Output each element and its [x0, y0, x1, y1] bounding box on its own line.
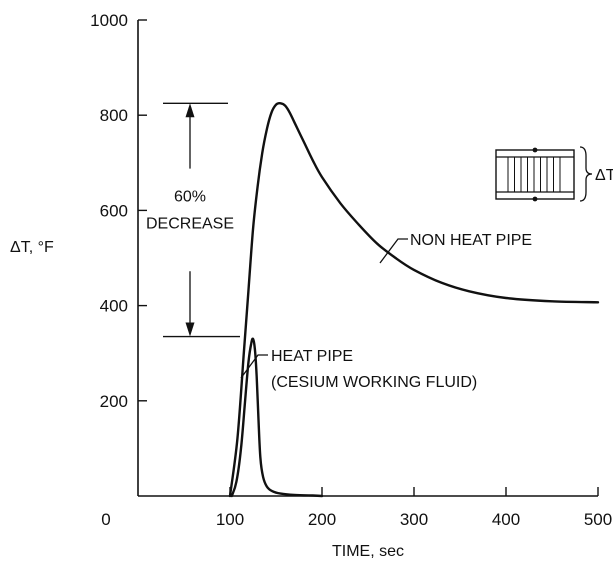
series-non-heat-pipe	[228, 102, 600, 498]
x-tick-label-0: 0	[101, 510, 110, 529]
callout-non-heat-pipe-leader	[379, 238, 408, 264]
y-tick-labels: 200 400 600 800 1000	[90, 11, 128, 411]
x-axis-label: TIME, sec	[332, 543, 404, 560]
y-tick-label-400: 400	[100, 297, 128, 316]
y-tick-label-800: 800	[100, 106, 128, 125]
y-ticks	[138, 19, 147, 402]
callout-non-heat-pipe-text: NON HEAT PIPE	[410, 232, 532, 249]
x-tick-label-100: 100	[216, 510, 244, 529]
x-ticks	[229, 487, 599, 496]
series-layer	[228, 102, 600, 498]
x-tick-label-300: 300	[400, 510, 428, 529]
x-tick-label-400: 400	[492, 510, 520, 529]
callout-heat-pipe: HEAT PIPE (CESIUM WORKING FLUID)	[240, 348, 477, 391]
inset-pipe-top-dot	[532, 147, 538, 153]
callout-heat-pipe-leader	[240, 354, 268, 379]
callout-non-heat-pipe: NON HEAT PIPE	[379, 232, 532, 264]
x-tick-labels: 0 100 200 300 400 500	[101, 510, 612, 529]
callout-heat-pipe-text-1: HEAT PIPE	[271, 348, 353, 365]
decrease-marker: 60% DECREASE	[146, 102, 240, 338]
decrease-arrowhead-up	[185, 103, 195, 118]
decrease-arrowhead-down	[185, 322, 195, 337]
decrease-label-word: DECREASE	[146, 215, 234, 232]
decrease-label-percent: 60%	[174, 188, 206, 205]
inset-pipe-bottom-dot	[532, 196, 538, 202]
inset-pipe-diagram: ΔT	[495, 146, 613, 202]
x-tick-label-500: 500	[584, 510, 612, 529]
y-tick-label-1000: 1000	[90, 11, 128, 30]
y-axis-label: ΔT, °F	[10, 239, 54, 256]
inset-pipe-wick	[507, 157, 561, 192]
callout-heat-pipe-text-2: (CESIUM WORKING FLUID)	[271, 374, 477, 391]
y-tick-label-200: 200	[100, 392, 128, 411]
inset-delta-t-label: ΔT	[595, 167, 613, 184]
axes	[137, 20, 598, 497]
y-tick-label-600: 600	[100, 201, 128, 220]
x-tick-label-200: 200	[308, 510, 336, 529]
inset-brace	[579, 146, 593, 202]
series-heat-pipe	[230, 337, 324, 498]
